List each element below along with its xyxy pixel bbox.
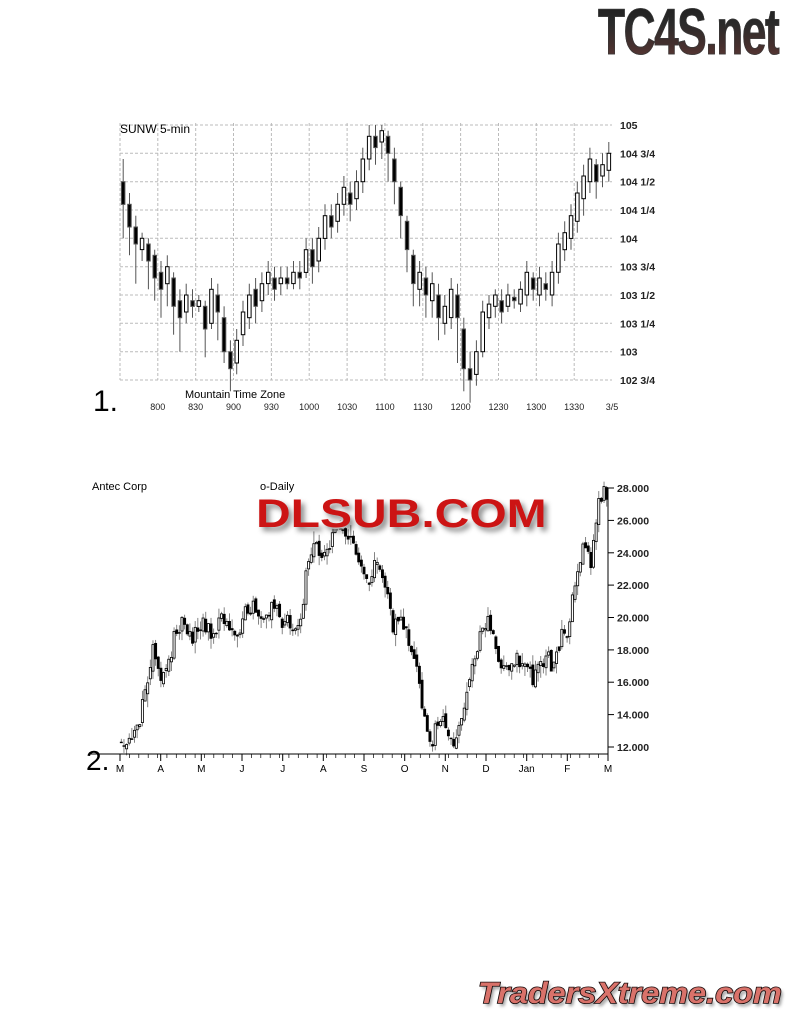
svg-text:12.000: 12.000: [617, 742, 649, 754]
svg-text:3/5: 3/5: [606, 402, 619, 412]
svg-text:F: F: [564, 764, 570, 775]
svg-text:Jan: Jan: [519, 764, 535, 775]
svg-text:830: 830: [188, 402, 203, 412]
svg-text:O: O: [401, 764, 409, 775]
svg-text:N: N: [442, 764, 449, 775]
svg-text:M: M: [197, 764, 205, 775]
svg-text:103: 103: [620, 347, 638, 359]
svg-text:103 1/2: 103 1/2: [620, 290, 655, 302]
svg-text:800: 800: [150, 402, 165, 412]
svg-text:22.000: 22.000: [617, 580, 649, 592]
svg-text:1000: 1000: [299, 402, 319, 412]
svg-text:S: S: [361, 764, 368, 775]
svg-text:103 3/4: 103 3/4: [620, 262, 655, 274]
svg-text:24.000: 24.000: [617, 548, 649, 560]
svg-text:104 3/4: 104 3/4: [620, 148, 655, 160]
svg-text:900: 900: [226, 402, 241, 412]
svg-text:14.000: 14.000: [617, 710, 649, 722]
svg-text:J: J: [280, 764, 285, 775]
svg-text:104: 104: [620, 233, 638, 245]
svg-text:D: D: [482, 764, 489, 775]
svg-text:1130: 1130: [413, 402, 432, 412]
svg-text:Antec Corp: Antec Corp: [92, 481, 147, 493]
svg-text:1200: 1200: [451, 402, 471, 412]
svg-text:Mountain Time Zone: Mountain Time Zone: [185, 389, 285, 401]
svg-text:16.000: 16.000: [617, 677, 649, 689]
svg-text:J: J: [240, 764, 245, 775]
svg-text:104 1/2: 104 1/2: [620, 177, 655, 189]
svg-text:1100: 1100: [375, 402, 394, 412]
svg-text:105: 105: [620, 120, 638, 132]
svg-text:28.000: 28.000: [617, 483, 649, 495]
svg-text:M: M: [116, 764, 124, 775]
svg-text:1030: 1030: [337, 402, 357, 412]
svg-text:26.000: 26.000: [617, 515, 649, 527]
svg-text:1330: 1330: [564, 402, 584, 412]
svg-text:103 1/4: 103 1/4: [620, 318, 655, 330]
svg-text:M: M: [604, 764, 612, 775]
svg-text:102 3/4: 102 3/4: [620, 375, 655, 387]
svg-text:A: A: [320, 764, 327, 775]
svg-text:SUNW 5-min: SUNW 5-min: [120, 122, 190, 136]
svg-text:1300: 1300: [526, 402, 546, 412]
svg-text:1230: 1230: [488, 402, 508, 412]
svg-text:930: 930: [264, 402, 279, 412]
svg-text:18.000: 18.000: [617, 645, 649, 657]
svg-text:20.000: 20.000: [617, 613, 649, 625]
svg-text:104 1/4: 104 1/4: [620, 205, 655, 217]
svg-text:A: A: [157, 764, 164, 775]
